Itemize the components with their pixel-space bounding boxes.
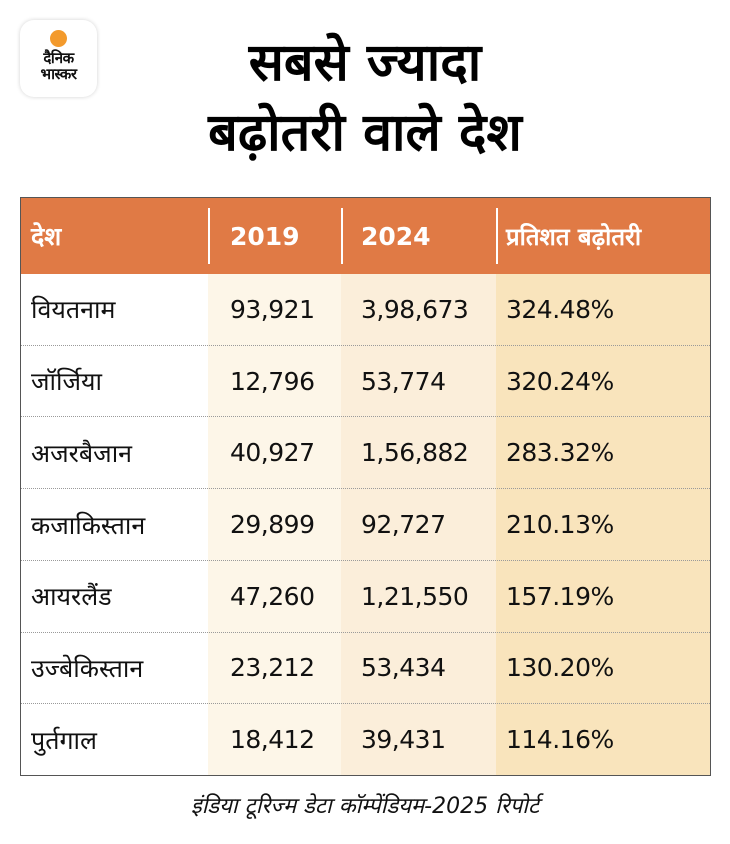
title-line1: सबसे ज्यादा [248,33,482,93]
growth-table: देश 2019 2024 प्रतिशत बढ़ोतरी वियतनाम 93… [20,197,711,776]
cell-country: अजरबैजान [31,438,133,468]
cell-percent: 114.16% [506,725,614,755]
cell-percent: 283.32% [506,438,614,468]
cell-2024: 39,431 [361,725,446,755]
table-row: जॉर्जिया 12,796 53,774 320.24% [21,346,710,418]
dainik-bhaskar-logo: दैनिक भास्कर [20,20,97,97]
table-row: अजरबैजान 40,927 1,56,882 283.32% [21,417,710,490]
table-row: पुर्तगाल 18,412 39,431 114.16% [21,704,710,775]
source-caption: इंडिया टूरिज्म डेटा कॉम्पेंडियम-2025 रिप… [190,794,540,819]
column-bg-percent [496,274,710,775]
page-title: सबसे ज्यादा बढ़ोतरी वाले देश [0,28,730,168]
table-body: वियतनाम 93,921 3,98,673 324.48% जॉर्जिया… [21,274,710,775]
cell-country: कजाकिस्तान [31,510,146,540]
logo-text-line2: भास्कर [40,65,77,83]
cell-2019: 93,921 [230,294,315,324]
cell-country: वियतनाम [31,295,116,325]
table-row: कजाकिस्तान 29,899 92,727 210.13% [21,489,710,561]
cell-2019: 29,899 [230,510,315,540]
sun-icon [50,30,67,47]
cell-2024: 1,56,882 [361,438,469,468]
table-row: उज्बेकिस्तान 23,212 53,434 130.20% [21,633,710,705]
logo-text-line1: दैनिक [43,49,74,67]
cell-country: आयरलैंड [31,582,112,612]
header-percent-growth: प्रतिशत बढ़ोतरी [496,198,710,274]
title-line2: बढ़ोतरी वाले देश [208,103,522,163]
table-row: वियतनाम 93,921 3,98,673 324.48% [21,274,710,346]
cell-2019: 23,212 [230,653,315,683]
column-bg-2019 [208,274,341,775]
header-country: देश [31,222,62,251]
table-header: देश 2019 2024 प्रतिशत बढ़ोतरी [21,198,710,274]
cell-2019: 40,927 [230,438,315,468]
column-bg-2024 [341,274,496,775]
cell-2024: 1,21,550 [361,581,469,611]
cell-percent: 320.24% [506,366,614,396]
cell-country: पुर्तगाल [31,725,97,755]
cell-2024: 53,434 [361,653,446,683]
cell-percent: 157.19% [506,581,614,611]
table-row: आयरलैंड 47,260 1,21,550 157.19% [21,561,710,633]
cell-percent: 210.13% [506,510,614,540]
cell-2019: 47,260 [230,581,315,611]
cell-2024: 53,774 [361,366,446,396]
cell-country: जॉर्जिया [31,367,103,397]
cell-percent: 130.20% [506,653,614,683]
cell-2019: 12,796 [230,366,315,396]
cell-2024: 3,98,673 [361,294,469,324]
cell-2024: 92,727 [361,510,446,540]
cell-2019: 18,412 [230,725,315,755]
cell-country: उज्बेकिस्तान [31,653,144,683]
cell-percent: 324.48% [506,294,614,324]
header-2019: 2019 [208,198,341,274]
header-2024: 2024 [341,198,496,274]
